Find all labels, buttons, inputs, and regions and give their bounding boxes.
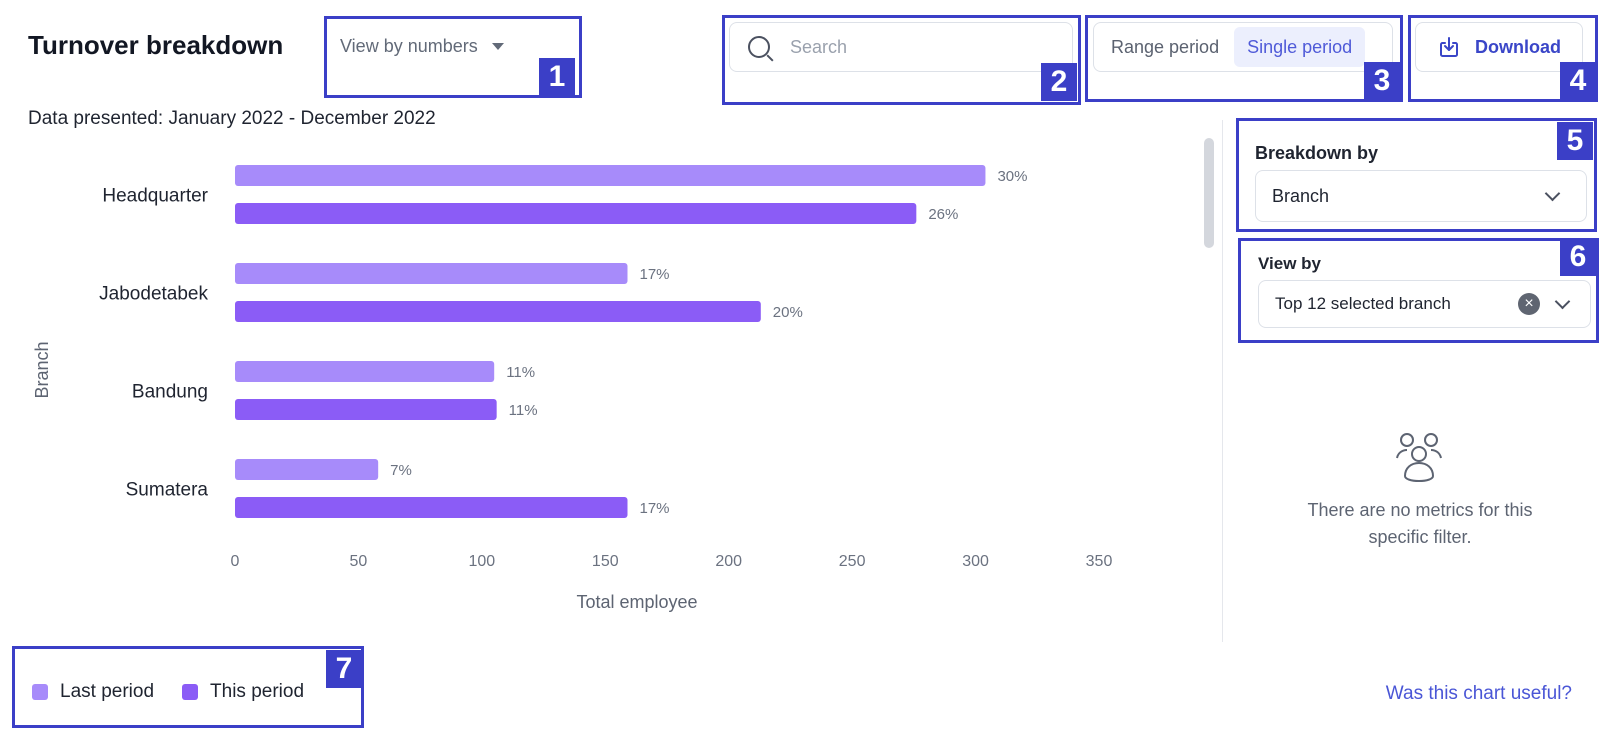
- breakdown-by-label: Breakdown by: [1255, 143, 1379, 163]
- data-label: 7%: [390, 462, 412, 479]
- bar: [235, 399, 497, 420]
- data-label: 30%: [997, 168, 1027, 185]
- view-by-label: View by: [1258, 254, 1321, 273]
- bar: [235, 165, 986, 186]
- download-button[interactable]: Download: [1415, 22, 1583, 72]
- category-label: Jabodetabek: [99, 284, 208, 305]
- view-mode-dropdown[interactable]: View by numbers: [340, 36, 504, 57]
- y-axis-label: Branch: [32, 341, 52, 398]
- annotation-box: [1238, 238, 1599, 343]
- annotation-number: 5: [1557, 122, 1593, 160]
- x-tick-label: 50: [350, 553, 368, 570]
- view-by-select[interactable]: Top 12 selected branch ×: [1258, 280, 1591, 328]
- panel-divider: [1222, 120, 1223, 642]
- x-tick-label: 0: [231, 553, 240, 570]
- legend-swatch: [182, 684, 199, 700]
- annotation-box: [324, 16, 582, 98]
- annotation-number: 7: [326, 650, 362, 688]
- single-period-button[interactable]: Single period: [1234, 27, 1366, 67]
- range-period-button[interactable]: Range period: [1111, 37, 1220, 57]
- breakdown-by-value: Branch: [1272, 185, 1330, 206]
- x-axis-label: Total employee: [576, 592, 697, 612]
- bar: [235, 459, 379, 480]
- legend-label: Last period: [60, 681, 155, 702]
- category-label: Headquarter: [102, 186, 208, 207]
- x-tick-label: 200: [715, 553, 742, 570]
- data-label: 17%: [640, 266, 670, 283]
- people-group-icon: [1396, 433, 1442, 483]
- period-toggle: Range period Single period: [1093, 22, 1393, 72]
- bar: [235, 203, 917, 224]
- page-title: Turnover breakdown: [28, 30, 284, 60]
- category-label: Sumatera: [126, 480, 209, 501]
- caret-down-icon: [491, 43, 504, 50]
- data-label: 26%: [928, 206, 958, 223]
- bar: [235, 263, 628, 284]
- chart-legend: Last period This period: [32, 681, 332, 703]
- search-input[interactable]: Search: [729, 22, 1073, 72]
- empty-state-message: There are no metrics for this specific f…: [1270, 497, 1570, 551]
- empty-message-line: There are no metrics for this: [1307, 500, 1533, 520]
- view-by-value: Top 12 selected branch: [1275, 294, 1451, 313]
- turnover-bar-chart: Headquarter 30% 26% Jabodetabek 17% 20% Bandun…: [32, 165, 1113, 612]
- bar: [235, 301, 761, 322]
- x-tick-label: 250: [839, 553, 866, 570]
- x-tick-label: 300: [962, 553, 989, 570]
- empty-message-line: specific filter.: [1368, 527, 1472, 547]
- annotation-box: [1408, 15, 1598, 102]
- bar: [235, 361, 495, 382]
- x-tick-label: 100: [469, 553, 496, 570]
- legend-swatch: [32, 684, 48, 700]
- search-icon: [748, 36, 770, 58]
- annotation-number: 2: [1041, 63, 1077, 101]
- clear-icon[interactable]: ×: [1518, 293, 1540, 315]
- legend-label: This period: [210, 681, 305, 702]
- annotation-number: 1: [539, 58, 575, 96]
- annotation-box: [1085, 15, 1403, 102]
- view-mode-label: View by numbers: [340, 36, 478, 56]
- download-icon: [1440, 37, 1458, 57]
- annotation-box: [722, 15, 1081, 105]
- x-tick-label: 350: [1086, 553, 1113, 570]
- download-label: Download: [1475, 36, 1561, 57]
- annotation-number: 3: [1364, 62, 1400, 100]
- data-period-caption: Data presented: January 2022 - December …: [28, 108, 436, 129]
- chart-feedback-link[interactable]: Was this chart useful?: [1385, 683, 1572, 704]
- annotation-box: [1236, 118, 1597, 232]
- category-label: Bandung: [132, 382, 208, 403]
- annotation-number: 4: [1560, 62, 1596, 100]
- data-label: 20%: [773, 304, 803, 321]
- x-tick-label: 150: [592, 553, 619, 570]
- scrollbar-thumb[interactable]: [1204, 138, 1214, 248]
- legend-item-this-period[interactable]: This period: [182, 681, 304, 703]
- data-label: 11%: [509, 402, 538, 419]
- annotation-number: 6: [1560, 238, 1596, 276]
- data-label: 17%: [640, 500, 670, 517]
- annotation-box: [12, 646, 364, 728]
- breakdown-by-select[interactable]: Branch: [1255, 170, 1587, 222]
- legend-item-last-period[interactable]: Last period: [32, 681, 154, 703]
- data-label: 11%: [506, 364, 535, 381]
- search-placeholder: Search: [790, 36, 848, 57]
- bar: [235, 497, 628, 518]
